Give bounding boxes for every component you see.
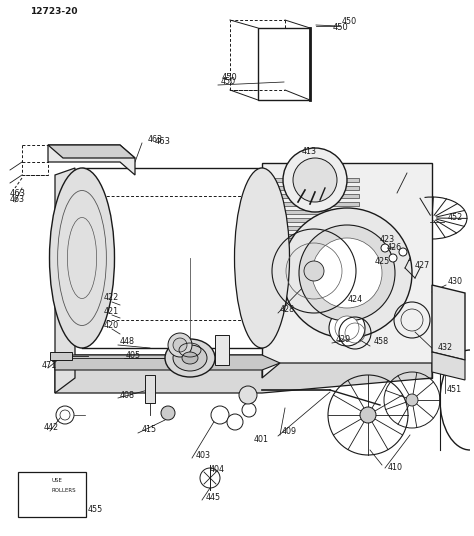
Text: 448: 448 bbox=[120, 338, 135, 346]
Circle shape bbox=[406, 394, 418, 406]
Circle shape bbox=[304, 261, 324, 281]
Circle shape bbox=[282, 208, 412, 338]
Text: 410: 410 bbox=[388, 464, 403, 473]
Text: 452: 452 bbox=[448, 213, 463, 222]
Text: 428: 428 bbox=[280, 306, 295, 315]
Circle shape bbox=[242, 403, 256, 417]
Bar bbox=[274, 210, 359, 214]
Bar bbox=[274, 218, 359, 222]
Text: 445: 445 bbox=[206, 494, 221, 503]
Text: 455: 455 bbox=[88, 505, 103, 515]
Text: 427: 427 bbox=[415, 260, 430, 270]
Text: 450: 450 bbox=[333, 24, 349, 33]
Ellipse shape bbox=[173, 345, 207, 371]
Text: 408: 408 bbox=[120, 391, 135, 399]
Bar bbox=[145, 375, 155, 403]
Text: 413: 413 bbox=[302, 147, 317, 157]
Bar bbox=[215, 335, 229, 365]
Text: 450: 450 bbox=[342, 18, 357, 26]
Circle shape bbox=[312, 238, 382, 308]
Bar bbox=[274, 202, 359, 206]
Circle shape bbox=[161, 406, 175, 420]
Circle shape bbox=[211, 406, 229, 424]
Text: 401: 401 bbox=[254, 435, 269, 444]
Circle shape bbox=[389, 254, 397, 262]
Text: USE: USE bbox=[52, 479, 63, 483]
Circle shape bbox=[381, 244, 389, 252]
Ellipse shape bbox=[235, 168, 290, 348]
Polygon shape bbox=[432, 352, 465, 380]
Text: 405: 405 bbox=[126, 351, 141, 360]
Circle shape bbox=[329, 310, 365, 346]
Text: 471: 471 bbox=[42, 361, 57, 369]
Text: 404: 404 bbox=[210, 465, 225, 474]
Bar bbox=[274, 234, 359, 238]
Text: 450: 450 bbox=[222, 73, 238, 83]
Bar bbox=[50, 352, 72, 360]
Text: 451: 451 bbox=[447, 385, 462, 394]
Circle shape bbox=[360, 407, 376, 423]
Ellipse shape bbox=[49, 168, 115, 348]
Text: 450: 450 bbox=[221, 78, 236, 86]
Circle shape bbox=[299, 225, 395, 321]
Polygon shape bbox=[55, 168, 75, 393]
Text: 421: 421 bbox=[104, 308, 119, 316]
Bar bbox=[274, 226, 359, 230]
Text: 458: 458 bbox=[374, 338, 389, 346]
Circle shape bbox=[173, 338, 187, 352]
Text: 422: 422 bbox=[104, 294, 119, 302]
Polygon shape bbox=[432, 285, 465, 360]
Bar bbox=[274, 178, 359, 182]
Text: ROLLERS: ROLLERS bbox=[52, 488, 77, 493]
Bar bbox=[262, 163, 432, 378]
Circle shape bbox=[239, 386, 257, 404]
Text: 463: 463 bbox=[10, 196, 25, 205]
Polygon shape bbox=[48, 145, 135, 158]
Bar bbox=[18, 472, 86, 517]
Text: 430: 430 bbox=[448, 278, 463, 287]
Text: 423: 423 bbox=[380, 235, 395, 244]
Text: 442: 442 bbox=[44, 423, 59, 433]
Text: 432: 432 bbox=[438, 344, 453, 353]
Text: 424: 424 bbox=[348, 295, 363, 304]
Text: 420: 420 bbox=[104, 322, 119, 331]
Bar bbox=[274, 194, 359, 198]
Circle shape bbox=[168, 333, 192, 357]
Text: 463: 463 bbox=[148, 136, 163, 145]
Ellipse shape bbox=[165, 339, 215, 377]
Circle shape bbox=[293, 158, 337, 202]
Text: 425: 425 bbox=[375, 257, 390, 266]
Text: 409: 409 bbox=[282, 428, 297, 436]
Circle shape bbox=[335, 316, 359, 340]
Ellipse shape bbox=[182, 352, 198, 364]
Polygon shape bbox=[55, 355, 280, 370]
Circle shape bbox=[399, 248, 407, 256]
Polygon shape bbox=[55, 355, 432, 393]
Text: 12723-20: 12723-20 bbox=[30, 8, 78, 17]
Polygon shape bbox=[48, 145, 135, 175]
Text: 403: 403 bbox=[196, 450, 211, 459]
Circle shape bbox=[283, 148, 347, 212]
Text: 463: 463 bbox=[10, 189, 26, 197]
Bar bbox=[258, 28, 310, 100]
Text: 415: 415 bbox=[142, 426, 157, 435]
Bar bbox=[274, 242, 359, 246]
Circle shape bbox=[227, 414, 243, 430]
Bar bbox=[274, 250, 359, 254]
Text: 463: 463 bbox=[155, 138, 171, 146]
Bar bbox=[274, 186, 359, 190]
Text: 426: 426 bbox=[387, 243, 402, 252]
Text: 429: 429 bbox=[336, 336, 351, 345]
